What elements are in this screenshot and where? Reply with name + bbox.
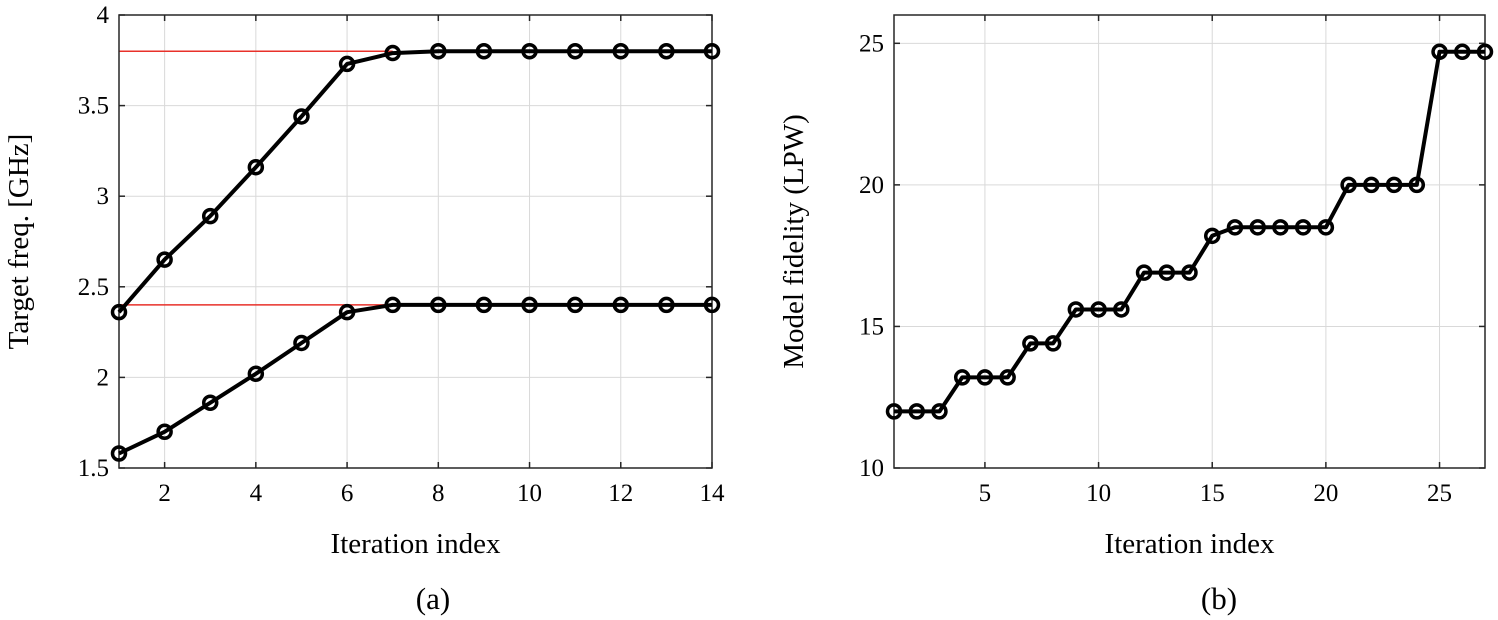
chart-panel-a: 2 4 6 8 10 12 14 1.5 2 2.5 3 3.5 4 Iteration index Tar… — [3, 2, 725, 616]
chart-b-data-point-s0-21 — [1363, 176, 1380, 194]
chart-b-y-tick-label-0: 10 — [859, 455, 884, 482]
chart-a-data-point-s0-2 — [201, 207, 219, 225]
chart-b-data-point-s0-3 — [953, 369, 971, 386]
chart-a-y-tick-label-2: 2.5 — [78, 274, 109, 301]
chart-b-data-point-s0-17 — [1272, 219, 1289, 236]
chart-a-y-tick-label-5: 4 — [97, 2, 110, 29]
chart-a-data-point-s1-5 — [338, 303, 356, 321]
chart-b-data-point-s0-5 — [999, 369, 1016, 386]
chart-b-x-axis-label: Iteration index — [1105, 528, 1275, 560]
chart-b-data-point-s0-14 — [1203, 227, 1221, 245]
chart-b-caption: (b) — [1201, 581, 1237, 616]
chart-b-data-point-s0-18 — [1294, 219, 1312, 236]
chart-b-series-line-0 — [894, 49, 1485, 414]
chart-b-data-point-s0-2 — [931, 403, 948, 420]
chart-b-data-point-s0-23 — [1408, 176, 1426, 194]
chart-a-data-point-s1-3 — [247, 365, 265, 383]
chart-a-y-tick-label-4: 3.5 — [78, 93, 109, 120]
chart-b-data-point-s0-22 — [1385, 176, 1403, 194]
chart-a-data-point-s0-7 — [430, 42, 447, 60]
chart-a-data-point-s1-0 — [110, 445, 128, 462]
chart-b-x-tick-label-4: 25 — [1427, 480, 1452, 507]
chart-panel-b: 5 10 15 20 25 10 15 20 25 Iteration index Model fi… — [778, 14, 1494, 616]
chart-a-plot-frame — [118, 14, 713, 469]
chart-a-data-point-s0-0 — [110, 303, 128, 321]
chart-a-data-point-s0-1 — [156, 251, 173, 268]
chart-b-x-tick-label-3: 20 — [1313, 480, 1338, 507]
chart-a-data-point-s1-2 — [201, 394, 219, 412]
chart-b-data-point-s0-4 — [976, 369, 994, 386]
chart-a-x-tick-label-4: 10 — [517, 480, 542, 507]
chart-b-x-tick-label-1: 10 — [1086, 480, 1111, 507]
chart-a-y-tick-label-3: 3 — [97, 183, 110, 210]
chart-a-data-point-s1-7 — [430, 296, 447, 314]
chart-a-data-point-s0-4 — [293, 108, 310, 125]
chart-b-data-point-s0-20 — [1340, 176, 1357, 194]
chart-a-data-point-s0-13 — [703, 42, 721, 60]
chart-a-caption: (a) — [416, 581, 450, 616]
chart-a-data-point-s0-6 — [384, 44, 401, 62]
chart-a-x-tick-label-5: 12 — [608, 480, 633, 507]
chart-a-x-tick-label-0: 2 — [158, 480, 171, 507]
chart-a-data-point-s0-5 — [338, 55, 356, 73]
chart-b-data-point-s0-13 — [1181, 264, 1198, 281]
chart-b-y-tick-label-3: 25 — [859, 30, 884, 57]
chart-b-y-axis-label: Model fidelity (LPW) — [778, 114, 810, 369]
chart-a-x-tick-label-6: 14 — [700, 480, 726, 507]
chart-b-data-point-s0-8 — [1067, 301, 1085, 318]
chart-a-x-tick-label-1: 4 — [250, 480, 263, 507]
chart-a-data-point-s0-9 — [521, 42, 538, 60]
chart-b-data-point-s0-19 — [1317, 219, 1335, 236]
chart-a-y-axis-label: Target freq. [GHz] — [3, 134, 35, 350]
chart-b-data-point-s0-24 — [1431, 43, 1448, 61]
chart-b-data-point-s0-25 — [1454, 43, 1471, 61]
chart-b-y-tick-label-2: 20 — [859, 172, 884, 199]
chart-b-data-point-s0-6 — [1022, 335, 1039, 352]
chart-a-data-point-s1-13 — [703, 296, 721, 314]
chart-a-data-point-s0-3 — [247, 158, 265, 176]
chart-b-data-point-s0-10 — [1113, 301, 1130, 318]
chart-b-data-point-s0-15 — [1226, 219, 1244, 236]
chart-a-data-point-s1-8 — [475, 296, 493, 314]
chart-a-y-tick-label-1: 2 — [97, 364, 110, 391]
chart-b-data-point-s0-11 — [1135, 264, 1153, 281]
chart-a-x-tick-label-3: 8 — [432, 480, 445, 507]
chart-a-data-point-s0-11 — [612, 42, 630, 60]
chart-b-data-point-s0-26 — [1476, 43, 1494, 61]
chart-b-data-point-s0-12 — [1158, 264, 1176, 281]
chart-b-data-point-s0-0 — [885, 403, 903, 420]
chart-a-data-point-s1-11 — [612, 296, 630, 314]
chart-a-x-axis-label: Iteration index — [331, 528, 501, 560]
chart-a-data-point-s0-12 — [658, 42, 675, 60]
chart-a-data-point-s1-10 — [566, 296, 584, 314]
chart-a-data-point-s0-10 — [566, 42, 584, 60]
chart-a-data-point-s1-9 — [521, 296, 538, 314]
chart-b-data-point-s0-1 — [908, 403, 925, 420]
chart-b-plot-frame — [893, 14, 1486, 469]
chart-b-y-tick-label-1: 15 — [859, 313, 884, 340]
chart-a-data-point-s1-12 — [658, 296, 675, 314]
chart-a-data-point-s1-4 — [293, 334, 310, 352]
chart-a-data-point-s1-6 — [384, 296, 401, 314]
chart-a-data-point-s1-1 — [156, 423, 173, 441]
chart-a-series-line-1 — [118, 302, 712, 456]
chart-b-data-point-s0-9 — [1090, 301, 1107, 318]
chart-b-data-point-s0-16 — [1249, 219, 1266, 236]
chart-b-data-point-s0-7 — [1044, 335, 1062, 352]
chart-a-data-point-s0-8 — [475, 42, 493, 60]
chart-a-series-line-0 — [117, 49, 712, 314]
chart-a-x-tick-label-2: 6 — [341, 480, 354, 507]
chart-a-y-tick-label-0: 1.5 — [78, 455, 109, 482]
chart-b-x-tick-label-0: 5 — [979, 480, 992, 507]
chart-b-x-tick-label-2: 15 — [1200, 480, 1225, 507]
